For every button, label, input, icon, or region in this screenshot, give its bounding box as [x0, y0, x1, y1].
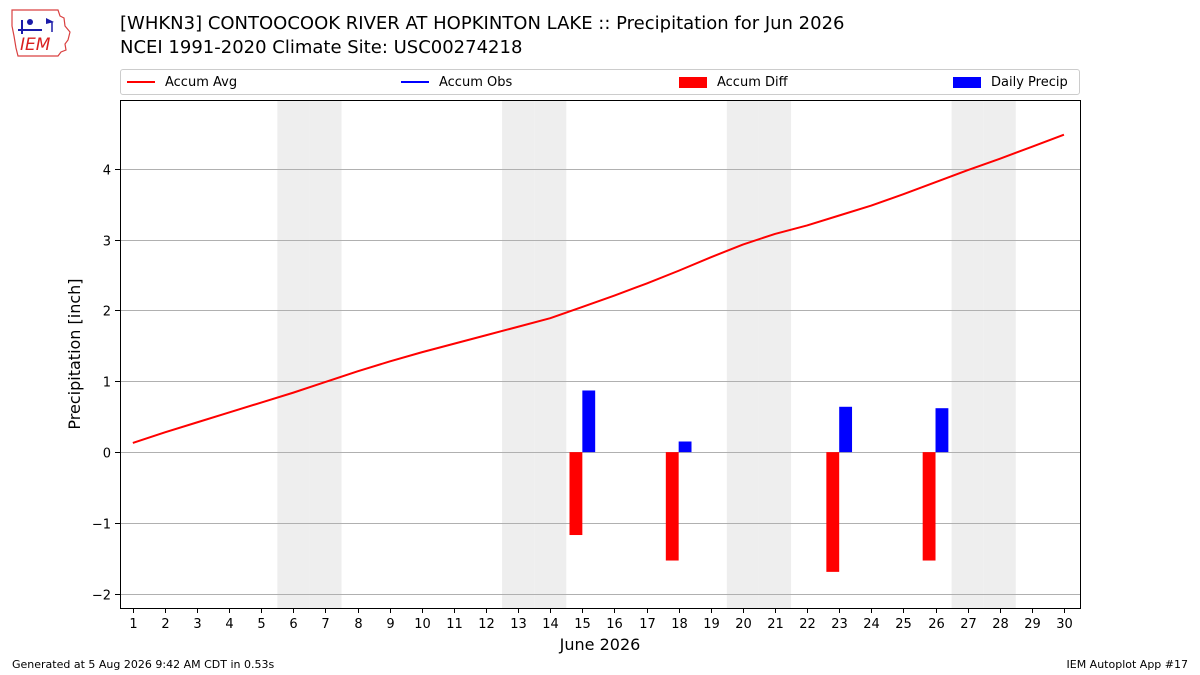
- x-tick-label: 10: [414, 617, 431, 632]
- bar-daily-precip-26: [935, 408, 949, 453]
- legend-swatch-accum-obs: [401, 81, 429, 83]
- y-tick-label: 4: [103, 164, 111, 179]
- bar-daily-precip-18: [678, 441, 692, 453]
- y-tick-label: 2: [103, 305, 111, 320]
- x-tick-label: 13: [510, 617, 527, 632]
- weekend-bands: [277, 100, 1016, 608]
- y-tick-label: −1: [92, 518, 111, 533]
- x-tick-label: 19: [703, 617, 720, 632]
- x-axis: 1 2 3 4 5 6 7 8 9 10 11 12 13 14 15 16 17 18 19 20 21 22 23 24 2…: [129, 608, 1073, 632]
- y-axis-label: Precipitation [inch]: [65, 278, 84, 429]
- x-tick-label: 2: [161, 617, 169, 632]
- weekend-band-27: [951, 100, 984, 608]
- x-tick-label: 11: [446, 617, 463, 632]
- bar-accum-diff-18: [665, 452, 679, 561]
- x-tick-label: 15: [574, 617, 591, 632]
- legend-swatch-daily-precip: [953, 76, 981, 88]
- legend-label-accum-diff: Accum Diff: [717, 74, 788, 90]
- x-tick-label: 16: [606, 617, 623, 632]
- x-tick-label: 18: [671, 617, 688, 632]
- legend-label-accum-obs: Accum Obs: [439, 74, 513, 90]
- x-tick-label: 3: [193, 617, 201, 632]
- plot-frame: [120, 100, 1081, 609]
- x-tick-label: 14: [542, 617, 559, 632]
- x-tick-label: 17: [639, 617, 656, 632]
- bar-series: [569, 390, 949, 572]
- bar-accum-diff-23: [826, 452, 840, 572]
- autoplot-app-label: IEM Autoplot App #17: [1066, 658, 1189, 671]
- line-accum-avg: [132, 133, 1065, 444]
- x-tick-label: 25: [895, 617, 912, 632]
- x-tick-label: 23: [831, 617, 848, 632]
- x-tick-label: 30: [1056, 617, 1073, 632]
- x-tick-label: 22: [799, 617, 816, 632]
- x-tick-label: 6: [289, 617, 297, 632]
- legend-swatch-accum-avg: [127, 81, 155, 83]
- weekend-band-20: [726, 100, 759, 608]
- legend-item-daily-precip: Daily Precip: [953, 70, 1068, 94]
- iem-logo: IEM: [11, 9, 71, 57]
- x-tick-label: 12: [478, 617, 495, 632]
- legend-item-accum-diff: Accum Diff: [679, 70, 788, 94]
- y-tick-label: 0: [103, 447, 111, 462]
- legend-swatch-accum-diff: [679, 76, 707, 88]
- weekend-band-14: [534, 100, 567, 608]
- x-tick-label: 4: [225, 617, 233, 632]
- weekend-band-28: [983, 100, 1016, 608]
- chart-subtitle: NCEI 1991-2020 Climate Site: USC00274218: [120, 37, 523, 58]
- x-tick-label: 24: [863, 617, 880, 632]
- x-tick-label: 9: [386, 617, 394, 632]
- x-tick-label: 28: [992, 617, 1009, 632]
- legend-item-accum-obs: Accum Obs: [401, 70, 512, 94]
- weekend-band-21: [758, 100, 792, 608]
- x-tick-label: 1: [129, 617, 137, 632]
- y-axis: −2 −1 0 1 2 3 4: [92, 164, 120, 604]
- x-tick-label: 8: [354, 617, 362, 632]
- y-gridlines: [120, 169, 1080, 595]
- logo-text: IEM: [20, 35, 51, 55]
- x-tick-label: 21: [767, 617, 784, 632]
- x-tick-label: 20: [735, 617, 752, 632]
- legend-item-accum-avg: Accum Avg: [127, 70, 237, 94]
- legend-label-accum-avg: Accum Avg: [165, 74, 238, 90]
- y-tick-label: −2: [92, 589, 111, 604]
- y-tick-label: 1: [103, 376, 111, 391]
- weekend-band-7: [309, 100, 342, 608]
- bar-accum-diff-15: [569, 452, 583, 536]
- legend: Accum Avg Accum Obs Accum Diff Daily Pre…: [120, 69, 1080, 95]
- legend-label-daily-precip: Daily Precip: [991, 74, 1068, 90]
- bar-daily-precip-23: [839, 406, 853, 453]
- line-series: [132, 133, 1065, 444]
- x-tick-label: 26: [928, 617, 945, 632]
- weekend-band-6: [277, 100, 310, 608]
- chart-title: [WHKN3] CONTOOCOOK RIVER AT HOPKINTON LA…: [120, 13, 845, 34]
- x-tick-label: 5: [257, 617, 265, 632]
- bar-accum-diff-26: [922, 452, 936, 561]
- x-tick-label: 7: [321, 617, 329, 632]
- x-tick-label: 27: [960, 617, 977, 632]
- bar-daily-precip-15: [582, 390, 596, 453]
- weekend-band-13: [502, 100, 535, 608]
- generated-timestamp: Generated at 5 Aug 2026 9:42 AM CDT in 0…: [12, 658, 275, 671]
- x-axis-label: June 2026: [559, 635, 641, 654]
- x-tick-label: 29: [1024, 617, 1041, 632]
- y-tick-label: 3: [103, 235, 111, 250]
